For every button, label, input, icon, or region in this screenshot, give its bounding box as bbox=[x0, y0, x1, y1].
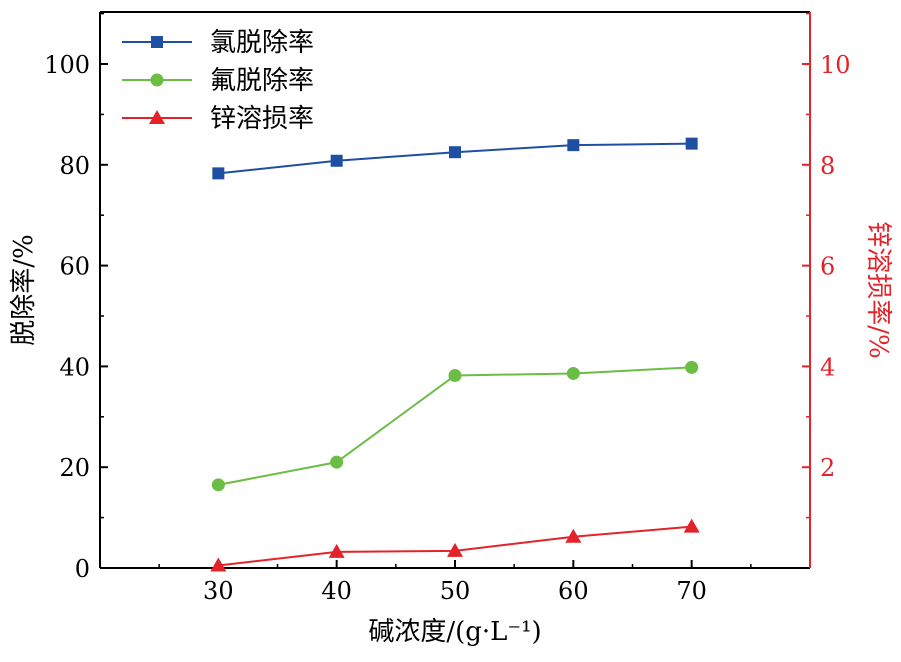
legend-marker bbox=[149, 110, 165, 124]
series-layer bbox=[210, 137, 700, 572]
y-right-tick-label: 2 bbox=[820, 454, 835, 482]
axes: 30 40 50 60 70 0 20 40 60 80 100 2 4 6 8 10 bbox=[44, 11, 851, 605]
y-left-tick-label: 60 bbox=[59, 253, 90, 281]
y-left-tick-label: 100 bbox=[44, 51, 90, 79]
y-left-tick-label: 20 bbox=[59, 454, 90, 482]
x-tick-label: 60 bbox=[558, 577, 589, 605]
y-axis-right-label: 锌溶损率/% bbox=[863, 221, 893, 358]
y-axis-left-label: 脱除率/% bbox=[9, 234, 39, 345]
y-left-tick-label: 40 bbox=[59, 353, 90, 381]
data-point bbox=[212, 167, 225, 180]
data-point bbox=[565, 528, 582, 543]
data-point bbox=[328, 543, 345, 558]
y-right-tick-label: 8 bbox=[820, 152, 835, 180]
x-tick-label: 40 bbox=[321, 577, 352, 605]
y-left-tick-label: 80 bbox=[59, 152, 90, 180]
data-point bbox=[567, 139, 580, 152]
data-point bbox=[685, 360, 699, 374]
y-right-tick-label: 10 bbox=[820, 51, 851, 79]
data-point bbox=[210, 557, 227, 572]
data-point bbox=[566, 366, 580, 380]
y-left-tick-label: 0 bbox=[75, 555, 90, 583]
series-3 bbox=[210, 518, 700, 572]
data-point bbox=[447, 542, 463, 557]
data-point bbox=[448, 368, 462, 382]
series-line bbox=[218, 366, 692, 486]
data-point bbox=[330, 455, 344, 469]
legend-label: 氟脱除率 bbox=[210, 66, 314, 96]
y-right-tick-label: 6 bbox=[820, 253, 835, 281]
legend-label: 锌溶损率 bbox=[210, 104, 314, 134]
y-right-tick-label: 4 bbox=[820, 353, 835, 381]
data-point bbox=[330, 154, 343, 167]
data-point bbox=[211, 478, 225, 492]
series-1 bbox=[212, 137, 698, 180]
series-2 bbox=[211, 360, 699, 492]
x-tick-label: 30 bbox=[203, 577, 234, 605]
x-tick-label: 70 bbox=[676, 577, 707, 605]
data-point bbox=[685, 137, 698, 150]
legend-label: 氯脱除率 bbox=[210, 28, 314, 58]
data-point bbox=[449, 146, 461, 159]
legend-marker bbox=[151, 36, 163, 48]
x-axis-label: 碱浓度/(g·L⁻¹) bbox=[368, 617, 541, 647]
legend-marker bbox=[150, 73, 164, 87]
data-point bbox=[683, 518, 700, 533]
x-tick-label: 50 bbox=[440, 577, 471, 605]
